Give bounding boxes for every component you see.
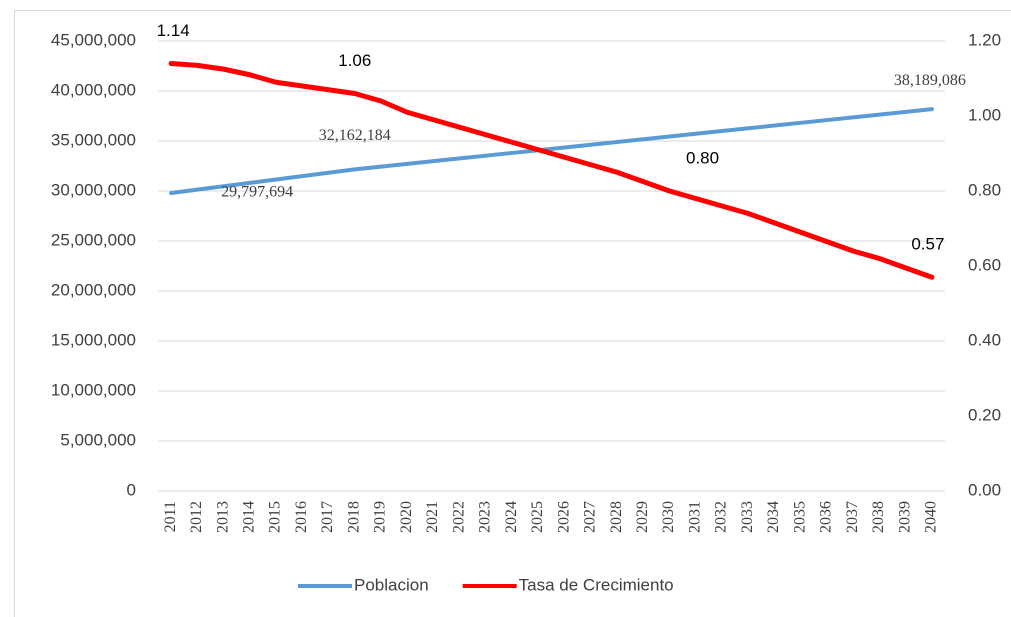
x-tick-label: 2028 (608, 501, 625, 533)
x-tick-label: 2013 (214, 501, 231, 533)
x-tick-label: 2015 (267, 501, 284, 533)
legend-label: Tasa de Crecimiento (519, 575, 674, 594)
chart-frame (14, 10, 1011, 617)
x-tick-label: 2017 (319, 501, 336, 533)
x-tick-label: 2040 (923, 501, 940, 533)
line-series (169, 107, 934, 196)
x-tick-label: 2034 (765, 501, 782, 533)
x-tick-label: 2039 (896, 501, 913, 533)
x-tick-label: 2027 (582, 501, 599, 533)
x-tick-label: 2012 (188, 501, 205, 533)
x-tick-label: 2024 (503, 501, 520, 533)
x-tick-label: 2032 (713, 501, 730, 533)
x-tick-label: 2035 (791, 501, 808, 533)
y-tick-label: 25,000,000 (51, 230, 136, 249)
x-tick-label: 2019 (372, 501, 389, 533)
x-tick-label: 2022 (450, 501, 467, 533)
x-tick-label: 2023 (477, 501, 494, 533)
x-tick-label: 2038 (870, 501, 887, 533)
y2-tick-label: 0.00 (968, 480, 1001, 499)
data-label: 1.14 (157, 21, 190, 40)
x-tick-label: 2020 (398, 501, 415, 533)
y-tick-label: 20,000,000 (51, 280, 136, 299)
y2-tick-label: 0.20 (968, 405, 1001, 424)
x-tick-label: 2026 (555, 501, 572, 533)
y2-tick-label: 0.60 (968, 255, 1001, 274)
y2-tick-label: 1.00 (968, 105, 1001, 124)
y-tick-label: 35,000,000 (51, 130, 136, 149)
data-label: 29,797,694 (221, 184, 293, 201)
y-tick-label: 0 (127, 480, 136, 499)
y-tick-label: 10,000,000 (51, 380, 136, 399)
data-label: 1.06 (338, 51, 371, 70)
x-tick-label: 2033 (739, 501, 756, 533)
x-tick-label: 2016 (293, 501, 310, 533)
y-tick-label: 30,000,000 (51, 180, 136, 199)
y-tick-label: 5,000,000 (60, 430, 136, 449)
x-tick-label: 2014 (240, 501, 257, 533)
y2-tick-label: 0.80 (968, 180, 1001, 199)
x-tick-label: 2011 (162, 501, 179, 532)
line-series (168, 61, 935, 280)
y-tick-label: 45,000,000 (51, 30, 136, 49)
data-label: 0.80 (686, 148, 719, 167)
y2-tick-label: 1.20 (968, 30, 1001, 49)
x-tick-label: 2030 (660, 501, 677, 533)
y-tick-label: 15,000,000 (51, 330, 136, 349)
legend-label: Poblacion (354, 575, 429, 594)
x-tick-label: 2036 (818, 501, 835, 533)
y-tick-label: 40,000,000 (51, 80, 136, 99)
x-tick-label: 2037 (844, 501, 861, 533)
x-tick-label: 2031 (686, 501, 703, 533)
data-label: 38,189,086 (894, 72, 966, 89)
x-tick-label: 2021 (424, 501, 441, 533)
data-label: 0.57 (911, 235, 944, 254)
x-tick-label: 2018 (345, 501, 362, 533)
x-tick-label: 2025 (529, 501, 546, 533)
y2-tick-label: 0.40 (968, 330, 1001, 349)
x-tick-label: 2029 (634, 501, 651, 533)
data-label: 32,162,184 (319, 127, 391, 144)
